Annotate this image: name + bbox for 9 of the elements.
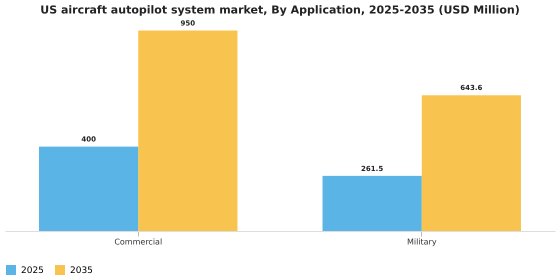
legend-label: 2025 (21, 266, 44, 276)
bar (138, 30, 238, 231)
bar (39, 146, 138, 231)
legend-label: 2035 (70, 266, 93, 276)
x-tick-label: Military (406, 238, 437, 246)
chart-title: US aircraft autopilot system market, By Application, 2025-2035 (USD Million) (40, 4, 520, 17)
bar (322, 176, 422, 231)
x-tick-label: Commercial (114, 238, 162, 246)
bar (422, 95, 521, 231)
